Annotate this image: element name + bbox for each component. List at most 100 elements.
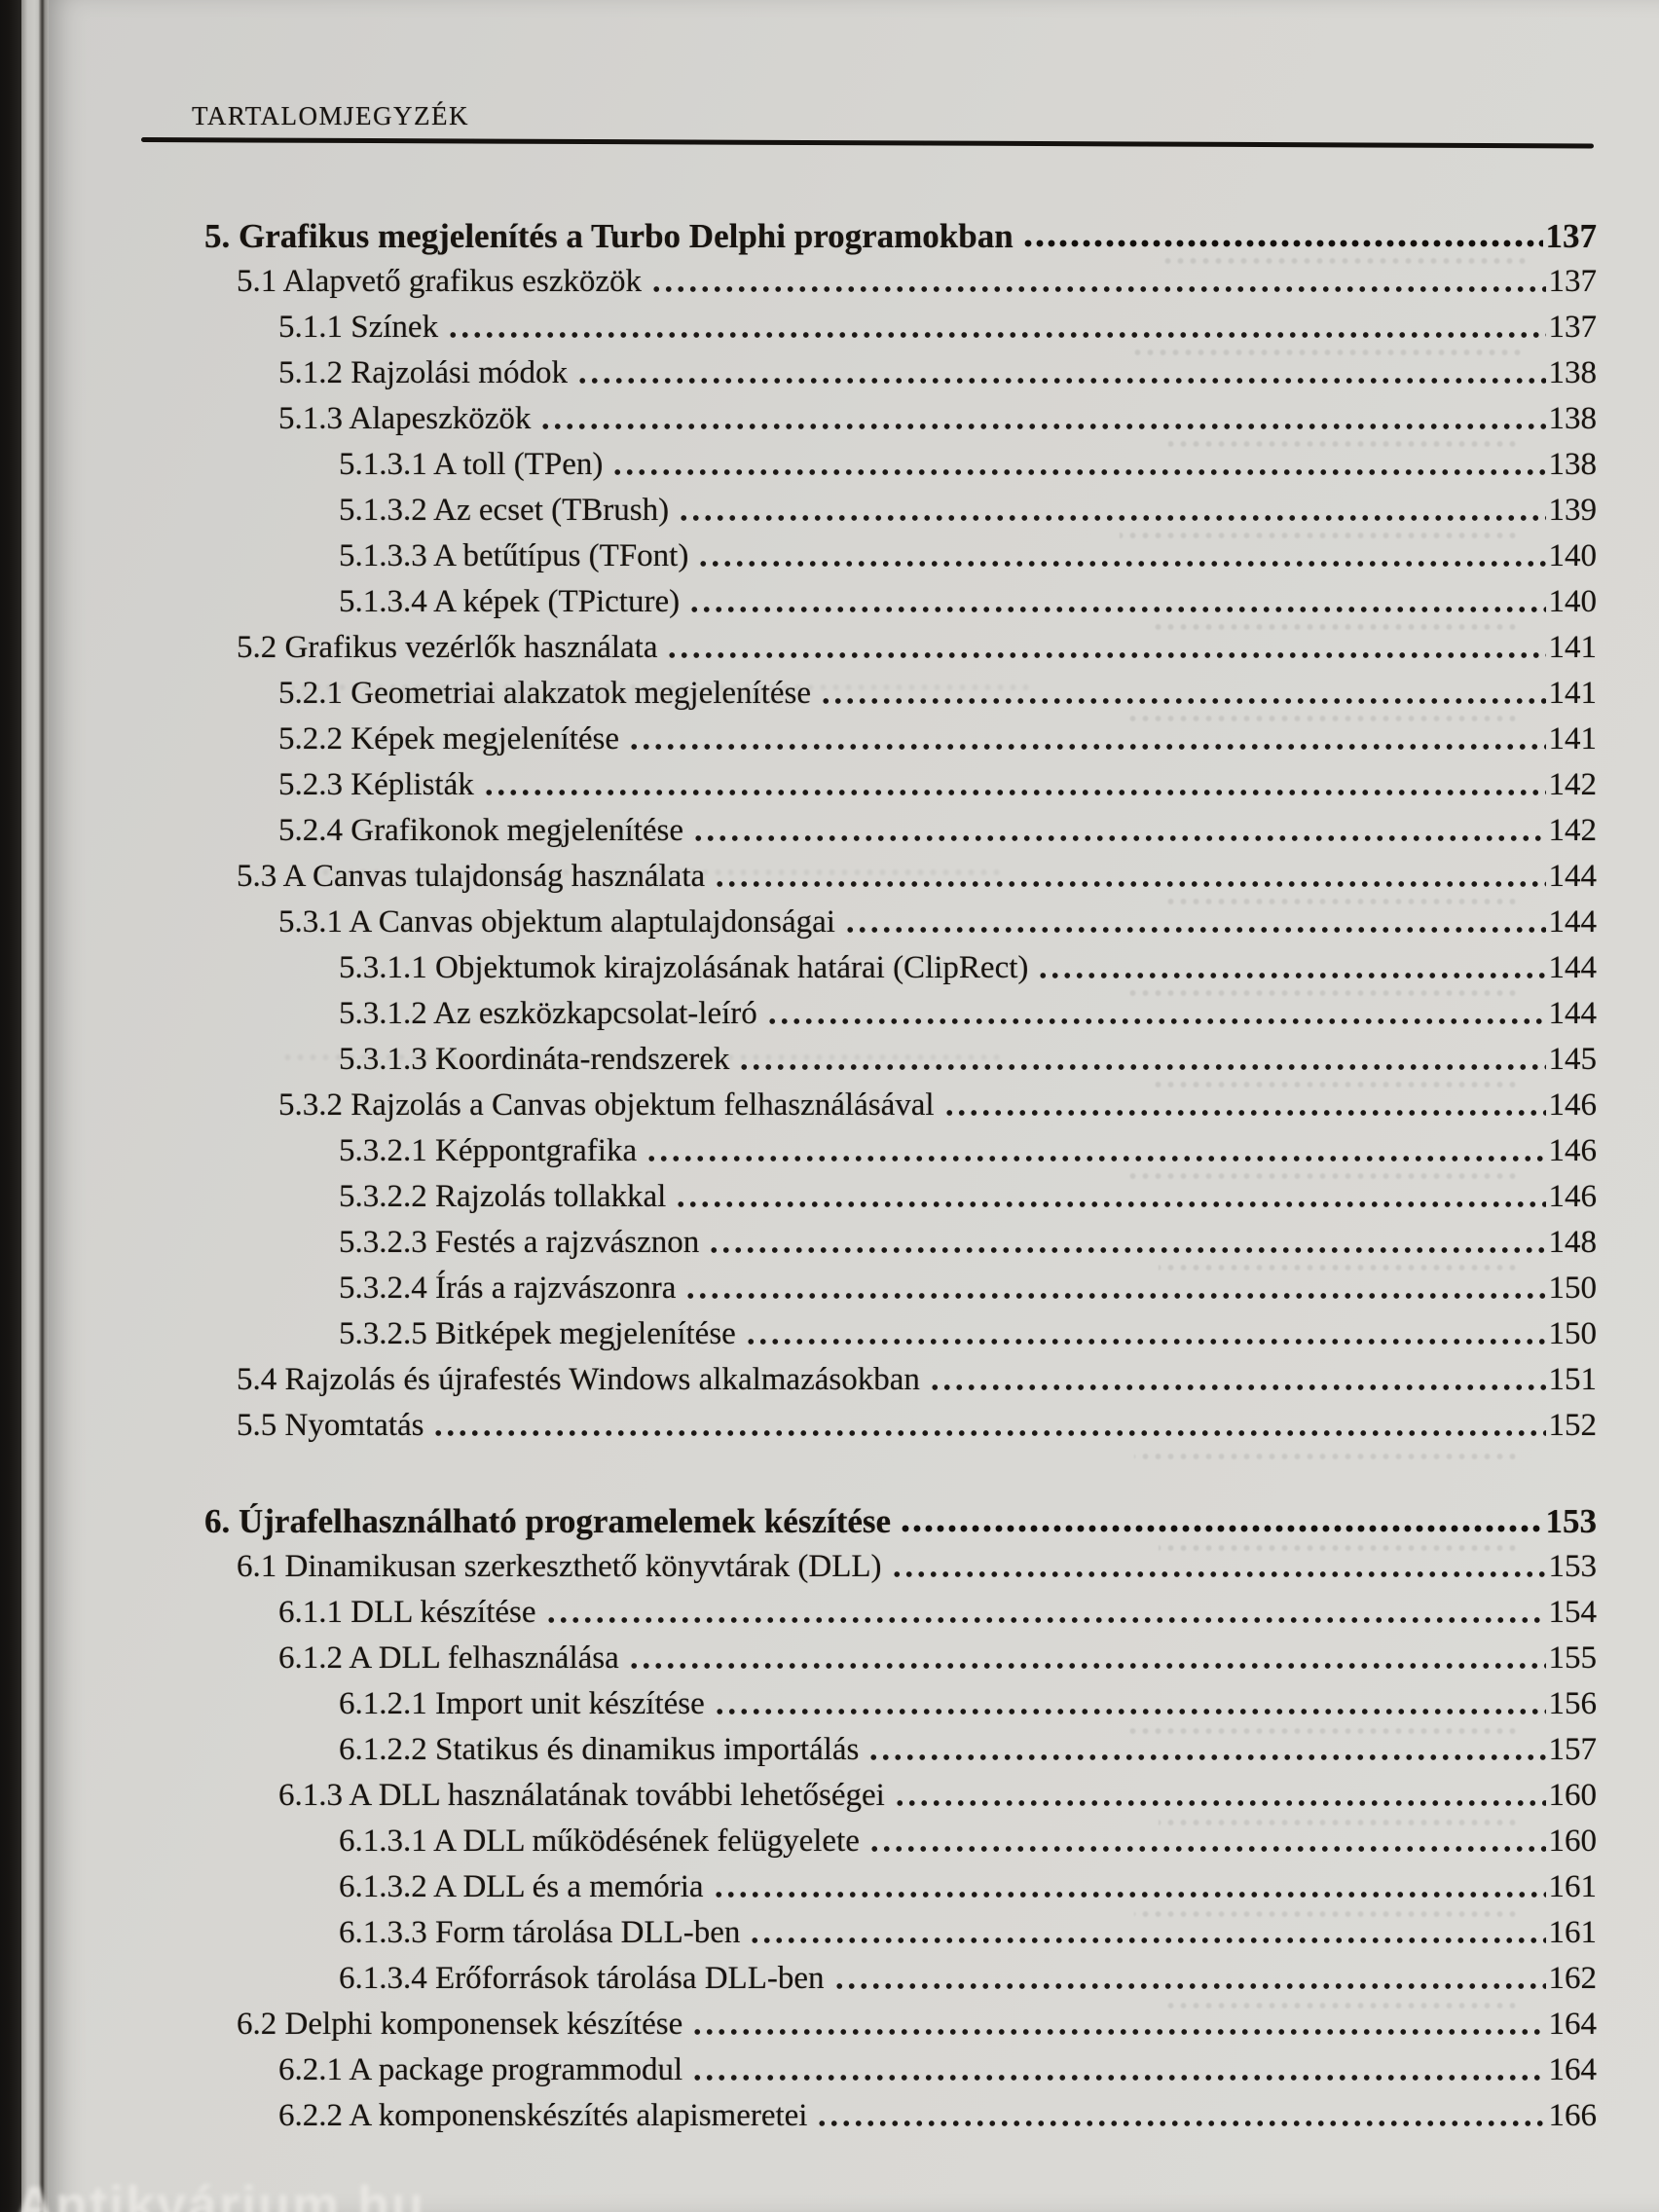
toc-entry-page: 152 [1548,1408,1598,1443]
dot-leader [544,1590,1546,1636]
dot-leader [928,1357,1546,1403]
toc-entry: 5.3.2.5 Bitképek megjelenítése 150 [204,1311,1597,1357]
toc-entry-page: 162 [1548,1961,1598,1996]
toc-entry-label: 5.4 Rajzolás és újrafestés Windows alkal… [237,1362,920,1397]
toc-entry-label: 6.1.3.4 Erőforrások tárolása DLL-ben [339,1961,825,1996]
toc-entry-page: 166 [1548,2098,1598,2133]
dot-leader [765,991,1546,1037]
toc-entry-page: 144 [1548,859,1598,894]
dot-leader [611,442,1546,488]
toc-entry-label: 5.3.2.1 Képpontgrafika [339,1133,638,1168]
scan-watermark: Antikvárium.hu [16,2176,426,2212]
toc-entry-label: 5.3.1 A Canvas objektum alaptulajdonsága… [278,904,835,940]
toc-entry-page: 138 [1548,447,1598,482]
toc-entry-label: 6.1.2.1 Import unit készítése [339,1686,705,1721]
toc-entry-label: 5.3.2.4 Írás a rajzvászonra [339,1271,677,1306]
toc-entry-label: 5.2.4 Grafikonok megjelenítése [278,813,684,848]
dot-leader [575,350,1546,396]
dot-leader [867,1727,1546,1773]
toc-entry: 5.1.3.1 A toll (TPen) 138 [204,442,1597,488]
toc-entry-label: 6. Újrafelhasználható programelemek kész… [204,1502,892,1540]
toc-entry-page: 155 [1548,1641,1598,1676]
dot-leader [645,1128,1546,1174]
toc-entry-page: 153 [1545,1502,1598,1540]
toc-entry-page: 141 [1548,721,1598,756]
toc-entry-label: 6.2.1 A package programmodul [278,2052,683,2087]
toc-entry-label: 6.1.1 DLL készítése [278,1595,536,1630]
toc-entry: 6.1.2.1 Import unit készítése 156 [204,1681,1597,1727]
toc-entry: 5.2.3 Képlisták 142 [204,762,1597,808]
toc-entry: 5.3.1.1 Objektumok kirajzolásának határa… [204,945,1597,991]
toc-entry-page: 160 [1548,1778,1598,1813]
toc-entry-label: 5.1 Alapvető grafikus eszközök [237,264,643,299]
toc-entry-page: 150 [1548,1271,1598,1306]
toc-entry: 6.2 Delphi komponensek készítése 164 [204,2002,1597,2047]
toc-entry: 5. Grafikus megjelenítés a Turbo Delphi … [204,213,1597,259]
toc-entry-label: 6.1.2 A DLL felhasználása [278,1641,619,1676]
toc-entry-label: 5.3.1.3 Koordináta-rendszerek [339,1042,730,1077]
toc-entry: 5.2.4 Grafikonok megjelenítése 142 [204,808,1597,854]
dot-leader [666,625,1546,671]
dot-leader [675,1174,1546,1220]
dot-leader [627,1636,1546,1681]
toc-entry-page: 141 [1548,676,1598,711]
toc-entry-label: 6.1.3.3 Form tárolása DLL-ben [339,1915,741,1950]
toc-entry-page: 160 [1548,1824,1598,1859]
dot-leader [447,305,1546,350]
toc-entry: 5.1 Alapvető grafikus eszközök 137 [204,259,1597,305]
toc-entry-label: 5.2.1 Geometriai alakzatok megjelenítése [278,676,812,711]
toc-entry: 5.3.2.2 Rajzolás tollakkal 146 [204,1174,1597,1220]
dot-leader [712,1864,1546,1910]
toc-entry: 5.1.3.3 A betűtípus (TFont) 140 [204,534,1597,579]
toc-entry-label: 5.3.2.3 Festés a rajzvásznon [339,1225,700,1260]
toc-entry: 5.2 Grafikus vezérlők használata 141 [204,625,1597,671]
toc-entry-label: 5.1.3.4 A képek (TPicture) [339,584,681,619]
toc-entry-page: 150 [1548,1316,1598,1351]
toc-entry-page: 138 [1548,401,1598,436]
toc-entry: 5.1.2 Rajzolási módok 138 [204,350,1597,396]
toc-entry-label: 5.2 Grafikus vezérlők használata [237,630,658,665]
dot-leader [867,1819,1546,1864]
toc-entry-label: 6.1.2.2 Statikus és dinamikus importálás [339,1732,860,1767]
toc-entry-label: 5. Grafikus megjelenítés a Turbo Delphi … [204,217,1014,255]
toc-entry: 6.1.3.1 A DLL működésének felügyelete 16… [204,1819,1597,1864]
toc-entry-page: 139 [1548,493,1598,528]
dot-leader [714,854,1546,900]
dot-leader [539,396,1546,442]
toc-entry-page: 142 [1548,813,1598,848]
toc-entry-page: 144 [1548,996,1598,1031]
toc-entry: 6.1.2 A DLL felhasználása 155 [204,1636,1597,1681]
toc-entry: 6. Újrafelhasználható programelemek kész… [204,1498,1597,1544]
toc-entry: 5.3.2.4 Írás a rajzvászonra 150 [204,1266,1597,1311]
toc-entry: 6.1.3 A DLL használatának további lehető… [204,1773,1597,1819]
dot-leader [628,717,1546,762]
toc-entry: 6.1.3.4 Erőforrások tárolása DLL-ben 162 [204,1956,1597,2002]
dot-leader [678,488,1546,534]
toc-entry-page: 146 [1548,1088,1598,1123]
toc-entry: 5.1.3.4 A képek (TPicture) 140 [204,579,1597,625]
toc-entry-page: 157 [1548,1732,1598,1767]
toc-entry-page: 146 [1548,1179,1598,1214]
toc-entry: 5.3.2.1 Képpontgrafika 146 [204,1128,1597,1174]
dot-leader [432,1403,1546,1449]
dot-leader [691,2047,1546,2093]
toc-entry-page: 142 [1548,767,1598,802]
dot-leader [942,1083,1546,1128]
toc-entry-page: 148 [1548,1225,1598,1260]
toc-entry: 6.2.2 A komponenskészítés alapismeretei … [204,2093,1597,2139]
dot-leader [650,259,1546,305]
toc-entry: 5.2.2 Képek megjelenítése 141 [204,717,1597,762]
dot-leader [713,1681,1546,1727]
toc-entry-page: 154 [1548,1595,1598,1630]
toc-entry-page: 164 [1548,2052,1598,2087]
toc-entry-label: 5.1.3 Alapeszközök [278,401,532,436]
toc-entry-label: 5.1.3.2 Az ecset (TBrush) [339,493,670,528]
toc-entry-label: 6.1.3 A DLL használatának további lehető… [278,1778,885,1813]
toc-entry: 6.1 Dinamikusan szerkeszthető könyvtárak… [204,1544,1597,1590]
toc-entry-page: 140 [1548,538,1598,573]
dot-leader [843,900,1546,945]
toc-entry: 6.1.2.2 Statikus és dinamikus importálás… [204,1727,1597,1773]
toc-entry-page: 140 [1548,584,1598,619]
toc-entry-label: 5.2.3 Képlisták [278,767,474,802]
